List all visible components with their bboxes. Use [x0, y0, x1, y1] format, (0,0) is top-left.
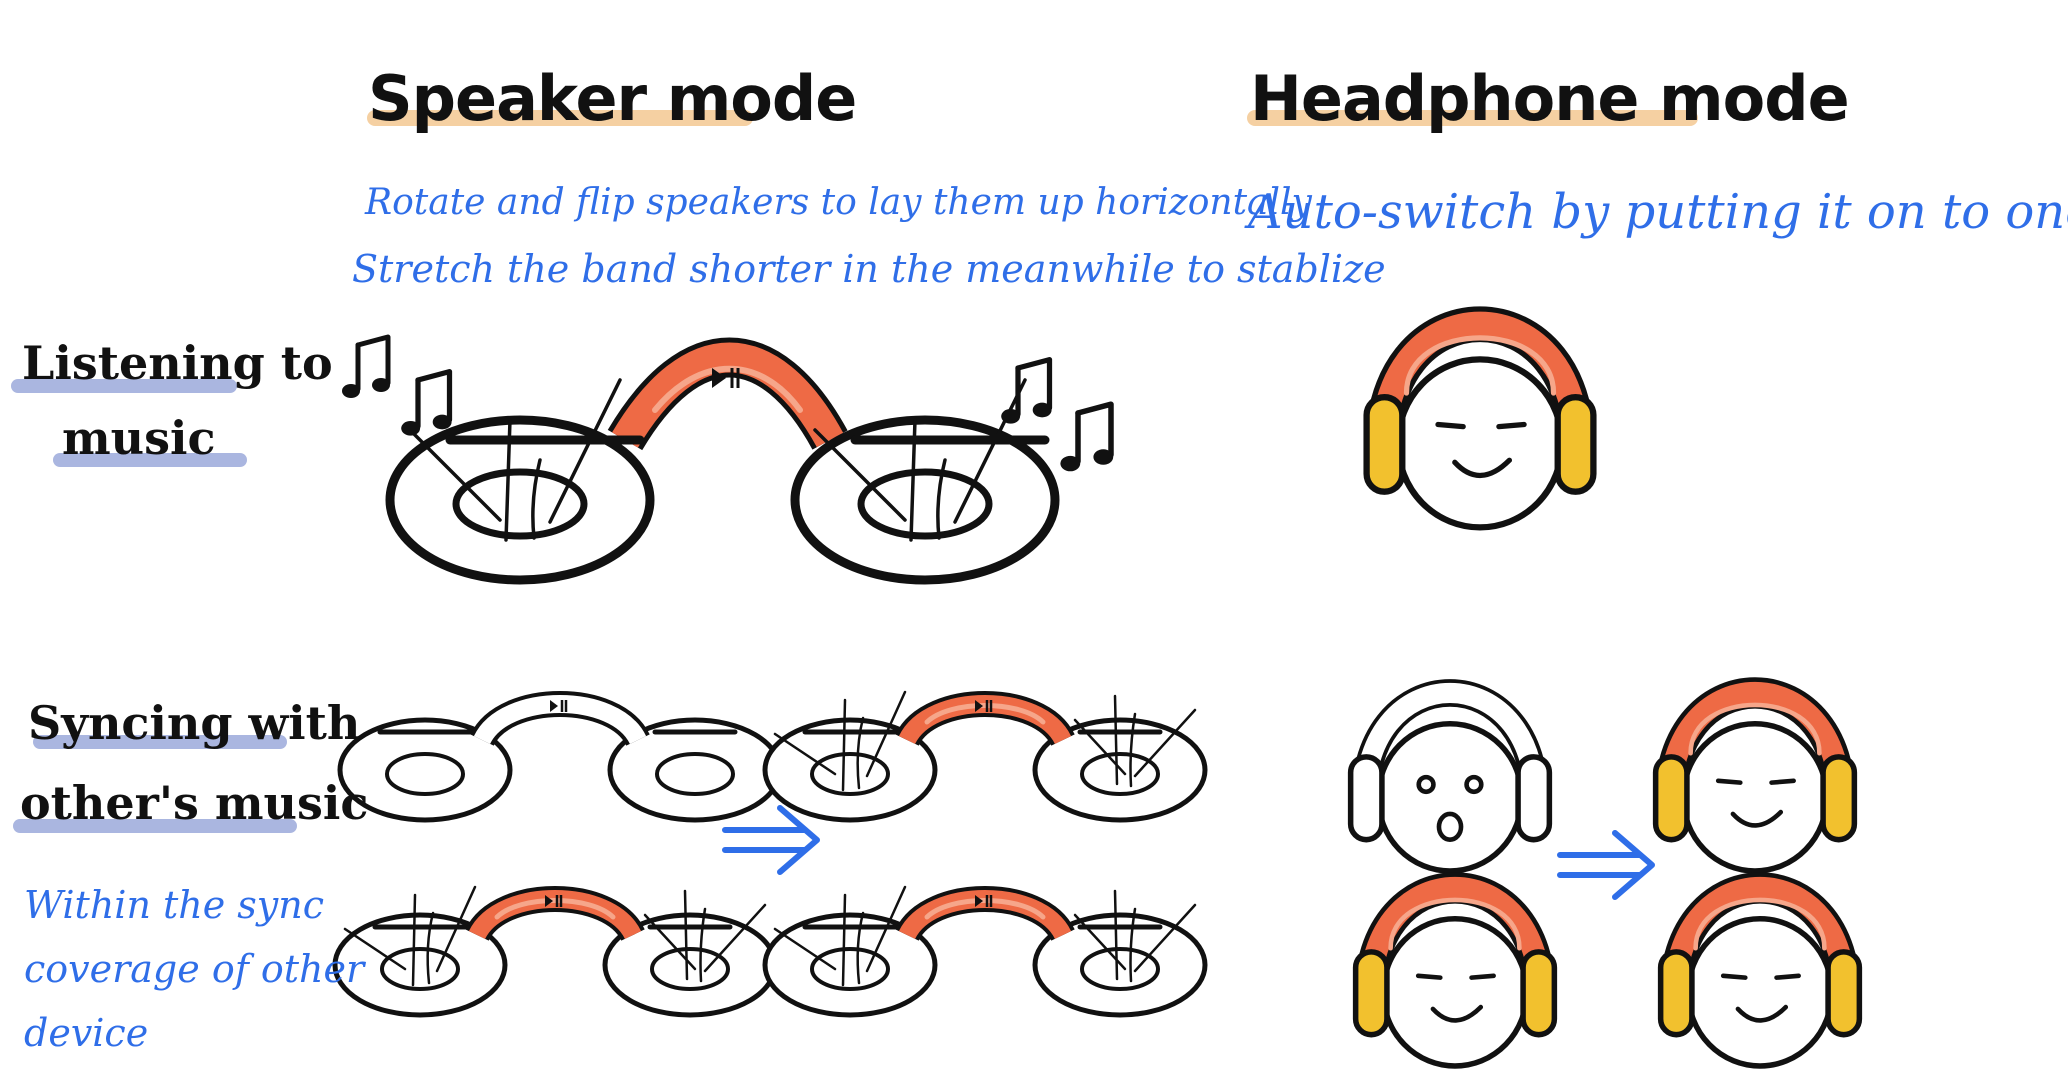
large-speaker-pair	[342, 337, 1113, 580]
double-arrow-right-icon	[1560, 833, 1652, 897]
speaker-pair-playing	[765, 692, 1205, 820]
speaker-note-stretch: Stretch the band shorter in the meanwhil…	[352, 247, 1386, 291]
speaker-pair-playing	[335, 887, 775, 1015]
speaker-pair-silent	[340, 700, 780, 820]
headphone-face-happy	[1356, 888, 1555, 1066]
headphone-face-happy	[1367, 324, 1594, 527]
speaker-note-rotate: Rotate and flip speakers to lay them up …	[365, 182, 1312, 223]
play-pause-icon	[712, 368, 740, 388]
listening-label-line1: Listening to	[22, 336, 333, 390]
headphone-mode-title: Headphone mode	[1250, 62, 1850, 135]
sync-note-line2: coverage of other	[24, 947, 365, 991]
headphone-face-happy	[1661, 888, 1860, 1066]
music-note-icon	[401, 372, 451, 436]
headphone-face-surprised	[1351, 693, 1550, 871]
speaker-pair-playing	[765, 887, 1205, 1015]
music-note-icon	[1001, 360, 1051, 424]
sync-note-line3: device	[24, 1011, 149, 1055]
headphone-face-happy	[1656, 693, 1855, 871]
headphone-note: Auto-switch by putting it on to one's ea…	[1248, 184, 2068, 240]
syncing-label-line2: other's music	[20, 776, 369, 830]
sync-note-line1: Within the sync	[24, 883, 325, 927]
speaker-mode-title: Speaker mode	[368, 62, 857, 135]
music-note-icon	[342, 337, 390, 398]
large-speaker-left	[390, 380, 650, 580]
syncing-label-line1: Syncing with	[28, 696, 361, 750]
double-arrow-right-icon	[725, 808, 817, 872]
music-note-icon	[1060, 404, 1113, 471]
listening-label-line2: music	[62, 411, 216, 465]
